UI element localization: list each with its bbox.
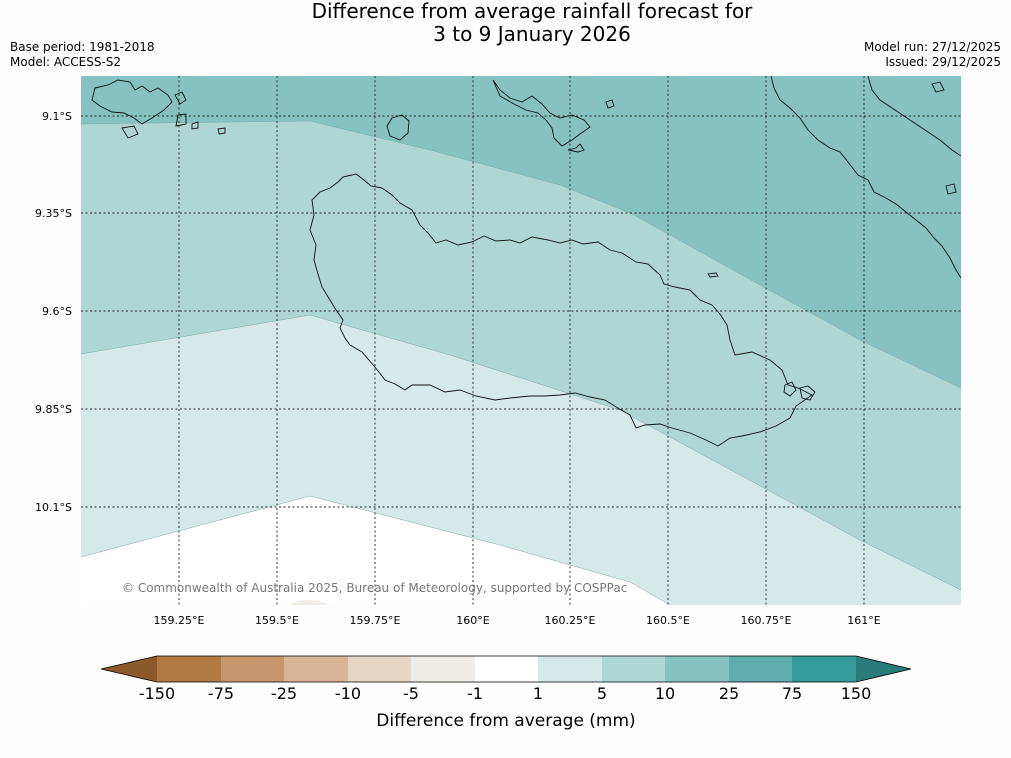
model-name: Model: ACCESS-S2 (10, 55, 122, 69)
colorbar-tick: 150 (841, 684, 872, 703)
lon-tick-label: 160.75°E (741, 614, 792, 627)
small-island-ne (931, 81, 957, 195)
base-period: Base period: 1981-2018 (10, 40, 155, 54)
colorbar-tick: 25 (719, 684, 739, 703)
colorbar-bin (411, 656, 475, 682)
malaita-coast (770, 76, 961, 279)
russell-islands (91, 79, 226, 139)
meta-right: Model run: 27/12/2025 Issued: 29/12/2025 (864, 40, 1001, 70)
issued-date: Issued: 29/12/2025 (885, 55, 1001, 69)
lat-tick-label: 9.1°S (42, 110, 72, 123)
florida-islands (492, 79, 615, 153)
lon-tick-label: 159.75°E (350, 614, 401, 627)
colorbar-bin (665, 656, 729, 682)
lon-tick-label: 161°E (847, 614, 880, 627)
lon-tick-label: 160°E (456, 614, 489, 627)
islet-marau (783, 381, 816, 401)
colorbar-tick: -5 (403, 684, 419, 703)
model-run: Model run: 27/12/2025 (863, 40, 1001, 54)
colorbar-bin (602, 656, 665, 682)
lon-tick-label: 159.5°E (255, 614, 299, 627)
colorbar-tick: 75 (782, 684, 802, 703)
colorbar-bin (475, 656, 538, 682)
map-title: Difference from average rainfall forecas… (0, 0, 1011, 46)
lat-tick-labels: 9.1°S 9.35°S 9.6°S 9.85°S 10.1°S (35, 110, 72, 514)
colorbar-bin (729, 656, 792, 682)
lat-tick-label: 9.6°S (42, 305, 72, 318)
colorbar-tick: -1 (467, 684, 483, 703)
lon-tick-label: 159.25°E (154, 614, 205, 627)
colorbar-tick: 1 (533, 684, 543, 703)
colorbar-tick: -10 (335, 684, 361, 703)
copyright-text: © Commonwealth of Australia 2025, Bureau… (122, 581, 627, 595)
colorbar-bin (538, 656, 602, 682)
colorbar-tick: 10 (655, 684, 675, 703)
colorbar-label: Difference from average (mm) (376, 711, 635, 731)
islet-east (707, 272, 719, 278)
colorbar-bin (792, 656, 856, 682)
lon-tick-label: 160.5°E (646, 614, 690, 627)
lat-tick-label: 9.85°S (35, 403, 72, 416)
colorbar-bin (284, 656, 348, 682)
title-line-1: Difference from average rainfall forecas… (311, 0, 753, 23)
colorbar-under-triangle (101, 656, 157, 682)
lon-tick-labels: 159.25°E 159.5°E 159.75°E 160°E 160.25°E… (154, 614, 881, 627)
colorbar-tick: -75 (208, 684, 234, 703)
colorbar-over-triangle (856, 656, 911, 682)
lat-tick-label: 10.1°S (35, 501, 72, 514)
zone-small-patch (288, 600, 330, 605)
malaita-north (867, 76, 961, 157)
colorbar-bin (221, 656, 284, 682)
meta-left: Base period: 1981-2018 Model: ACCESS-S2 (10, 40, 155, 70)
savo-island (386, 114, 410, 141)
forecast-map (81, 76, 961, 605)
lon-tick-label: 160.25°E (545, 614, 596, 627)
colorbar-tick: -25 (271, 684, 297, 703)
zone-10-25-top (81, 76, 961, 388)
title-line-2: 3 to 9 January 2026 (433, 22, 631, 46)
coastlines (91, 76, 961, 447)
guadalcanal-coast (309, 173, 813, 447)
colorbar-bin (348, 656, 411, 682)
colorbar-tick: 5 (597, 684, 607, 703)
zone-neutral (81, 496, 670, 605)
colorbar-tick: -150 (139, 684, 175, 703)
colorbar-bin (157, 656, 221, 682)
colorbar: -150 -75 -25 -10 -5 -1 1 5 10 25 75 150 … (100, 655, 912, 731)
lat-tick-label: 9.35°S (35, 207, 72, 220)
